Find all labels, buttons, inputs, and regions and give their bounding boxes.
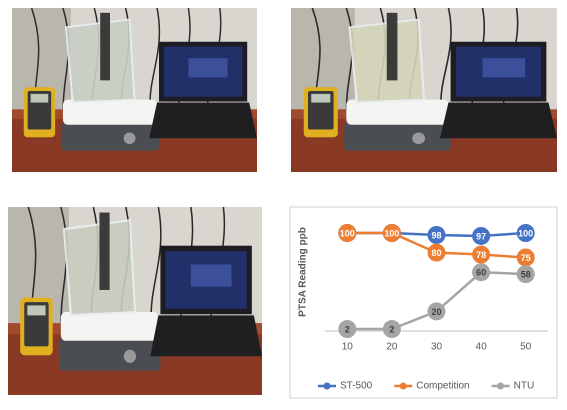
x-tick-label: 30 — [431, 342, 443, 353]
data-label: 20 — [431, 307, 441, 317]
data-label: 100 — [340, 228, 355, 238]
hotplate-top — [60, 312, 159, 341]
laptop-window — [190, 264, 232, 287]
marker — [516, 265, 535, 284]
data-label: 2 — [345, 324, 350, 334]
laptop-keyboard — [150, 315, 262, 357]
probe — [99, 212, 110, 290]
photo — [291, 7, 557, 172]
data-label: 78 — [476, 250, 486, 260]
data-label: 100 — [384, 228, 399, 238]
knob — [123, 349, 137, 363]
hotplate-top — [346, 99, 449, 125]
meter-display — [311, 93, 331, 103]
marker — [472, 226, 491, 245]
marker — [516, 224, 535, 242]
photos — [8, 7, 557, 395]
marker — [427, 302, 446, 321]
legend-label: ST-500 — [340, 381, 373, 392]
y-axis-label: PTSA Reading ppb — [298, 227, 309, 317]
marker — [427, 225, 446, 244]
laptop-keyboard — [439, 102, 557, 139]
meter-display — [30, 93, 49, 103]
probe — [386, 12, 398, 81]
marker — [382, 224, 401, 242]
data-label: 60 — [476, 268, 486, 278]
meter-display — [27, 305, 46, 316]
laptop-keyboard — [149, 102, 257, 139]
knob — [412, 132, 426, 145]
knob — [123, 132, 136, 145]
jug — [64, 18, 136, 104]
data-label: 97 — [476, 231, 486, 241]
marker — [338, 224, 357, 242]
hotplate-base — [61, 121, 159, 151]
hotplate-top — [62, 99, 158, 125]
laptop-window — [188, 58, 228, 78]
legend-marker — [497, 382, 505, 390]
legend-marker — [399, 382, 407, 390]
data-label: 58 — [521, 270, 531, 280]
data-label: 80 — [431, 248, 441, 258]
marker — [427, 243, 446, 262]
marker — [472, 245, 491, 264]
legend-marker — [323, 382, 331, 390]
x-tick-label: 20 — [386, 342, 398, 353]
data-label: 98 — [431, 230, 441, 240]
hotplate-base — [344, 121, 451, 151]
data-label: 2 — [389, 324, 394, 334]
legend-label: NTU — [514, 381, 535, 392]
marker — [338, 320, 357, 339]
data-label: 75 — [521, 253, 531, 263]
photo — [8, 206, 262, 395]
x-tick-label: 10 — [342, 342, 354, 353]
marker — [382, 320, 401, 339]
hotplate-base — [58, 337, 161, 371]
marker — [516, 248, 535, 267]
marker — [472, 263, 491, 282]
photo — [12, 7, 257, 172]
data-label: 100 — [518, 228, 533, 238]
legend-label: Competition — [416, 381, 469, 392]
x-tick-label: 40 — [476, 342, 488, 353]
chart-frame — [289, 206, 558, 399]
laptop-window — [482, 58, 526, 78]
probe — [100, 12, 110, 81]
x-tick-label: 50 — [520, 342, 532, 353]
